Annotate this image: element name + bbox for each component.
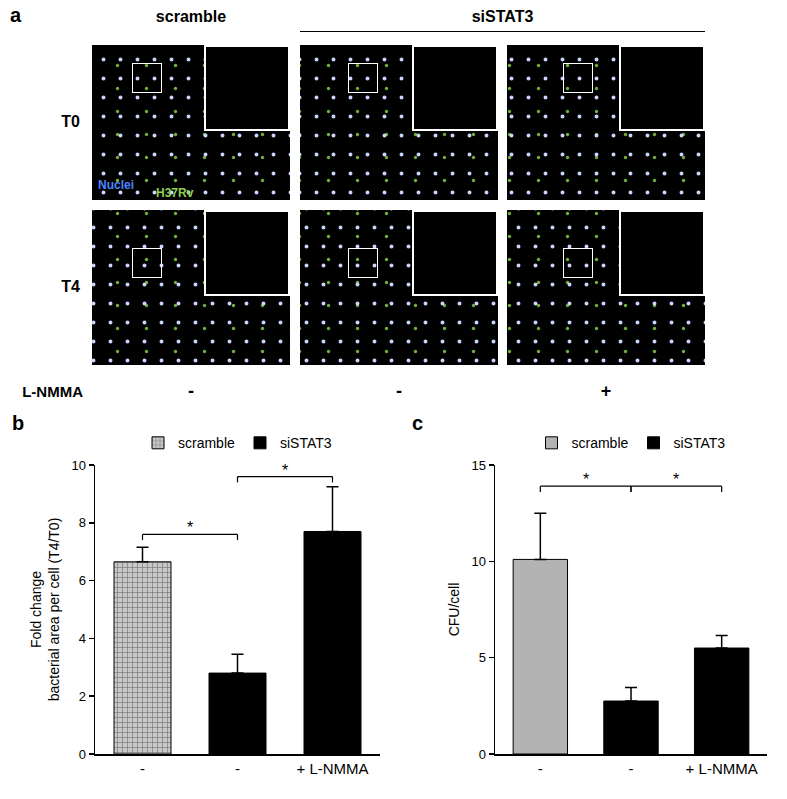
svg-text:-: - [140,760,145,777]
svg-text:siSTAT3: siSTAT3 [280,435,332,451]
svg-text:10: 10 [71,458,85,473]
html-text:H37Rv: H37Rv [156,186,194,200]
html-text:L-NMMA: L-NMMA [22,383,83,400]
svg-text:scramble: scramble [572,435,629,451]
svg-text:siSTAT3: siSTAT3 [674,435,726,451]
html-text:b: b [12,412,25,434]
svg-text:0: 0 [479,747,486,762]
svg-text:CFU/cell: CFU/cell [446,583,462,637]
html-text:c: c [412,412,424,434]
html-text:a: a [10,4,22,26]
svg-text:15: 15 [471,458,485,473]
svg-text:2: 2 [79,689,86,704]
svg-text:-: - [629,760,634,777]
svg-text:*: * [187,519,193,536]
svg-text:0: 0 [79,747,86,762]
svg-text:4: 4 [79,631,86,646]
html-text:T0: T0 [61,112,80,130]
svg-text:Fold changebacterial area per: Fold changebacterial area per cell (T4/T… [28,518,62,702]
svg-text:*: * [282,462,288,479]
svg-text:8: 8 [79,515,86,530]
svg-text:10: 10 [471,554,485,569]
svg-text:*: * [583,471,589,488]
svg-text:+ L-NMMA: + L-NMMA [686,760,758,777]
svg-text:6: 6 [79,573,86,588]
html-text:siSTAT3: siSTAT3 [471,8,534,25]
svg-text:scramble: scramble [178,435,235,451]
svg-text:-: - [235,760,240,777]
html-text:scramble: scramble [155,8,227,25]
svg-text:5: 5 [479,650,486,665]
html-text:T4: T4 [61,277,80,295]
svg-text:+ L-NMMA: + L-NMMA [296,760,368,777]
html-text:Nuclei: Nuclei [98,178,134,192]
svg-text:-: - [538,760,543,777]
svg-text:*: * [673,471,679,488]
